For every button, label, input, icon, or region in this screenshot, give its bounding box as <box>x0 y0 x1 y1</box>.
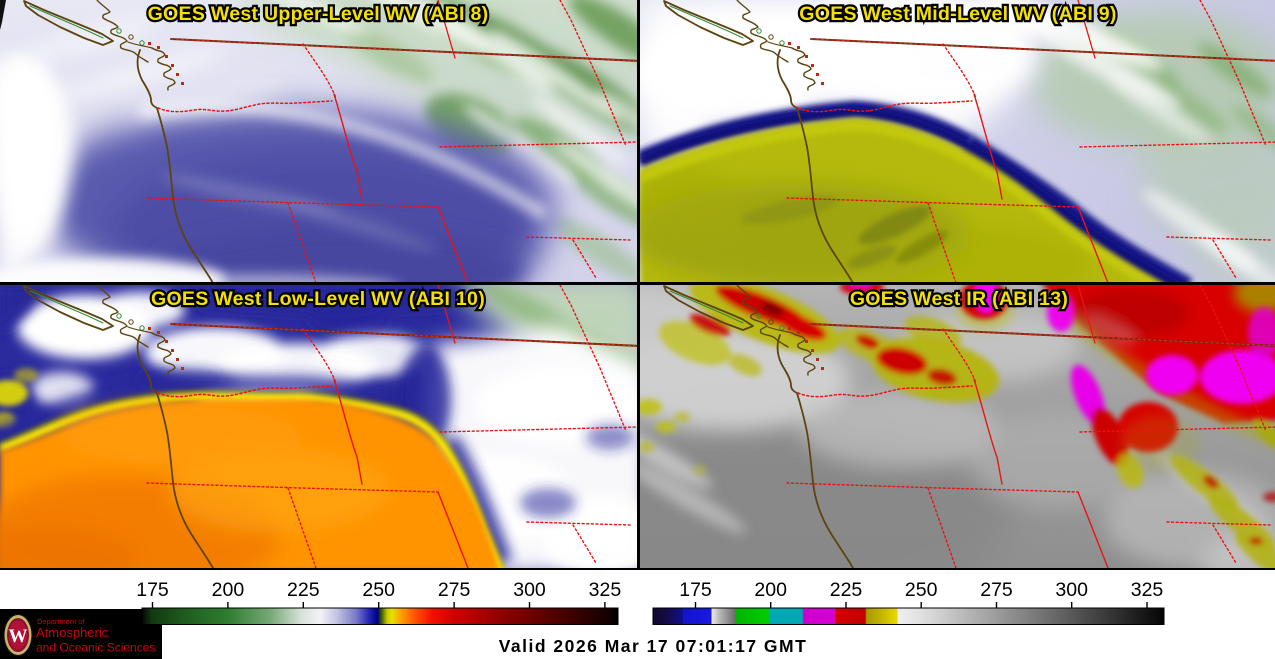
svg-text:225: 225 <box>287 579 320 601</box>
svg-text:250: 250 <box>362 579 395 601</box>
svg-text:325: 325 <box>1131 579 1164 601</box>
svg-text:Atmospheric: Atmospheric <box>36 625 109 640</box>
svg-text:225: 225 <box>830 579 863 601</box>
svg-text:GOES West IR (ABI 13): GOES West IR (ABI 13) <box>850 288 1068 310</box>
svg-text:200: 200 <box>754 579 787 601</box>
svg-text:175: 175 <box>136 579 169 601</box>
svg-text:GOES West Mid-Level WV (ABI 9): GOES West Mid-Level WV (ABI 9) <box>799 3 1116 25</box>
svg-text:and Oceanic Sciences: and Oceanic Sciences <box>36 641 155 655</box>
svg-text:Department of: Department of <box>37 617 85 626</box>
svg-text:300: 300 <box>1055 579 1088 601</box>
svg-text:175: 175 <box>679 579 712 601</box>
svg-text:Valid 2026 Mar 17 07:01:17 GMT: Valid 2026 Mar 17 07:01:17 GMT <box>499 636 808 656</box>
svg-text:275: 275 <box>980 579 1013 601</box>
svg-text:200: 200 <box>212 579 245 601</box>
svg-text:250: 250 <box>905 579 938 601</box>
svg-text:325: 325 <box>589 579 622 601</box>
svg-text:GOES West Low-Level WV (ABI 10: GOES West Low-Level WV (ABI 10) <box>151 288 485 310</box>
svg-text:275: 275 <box>438 579 471 601</box>
svg-text:W: W <box>9 626 28 647</box>
svg-text:300: 300 <box>513 579 546 601</box>
svg-text:GOES West Upper-Level WV (ABI: GOES West Upper-Level WV (ABI 8) <box>148 3 489 25</box>
